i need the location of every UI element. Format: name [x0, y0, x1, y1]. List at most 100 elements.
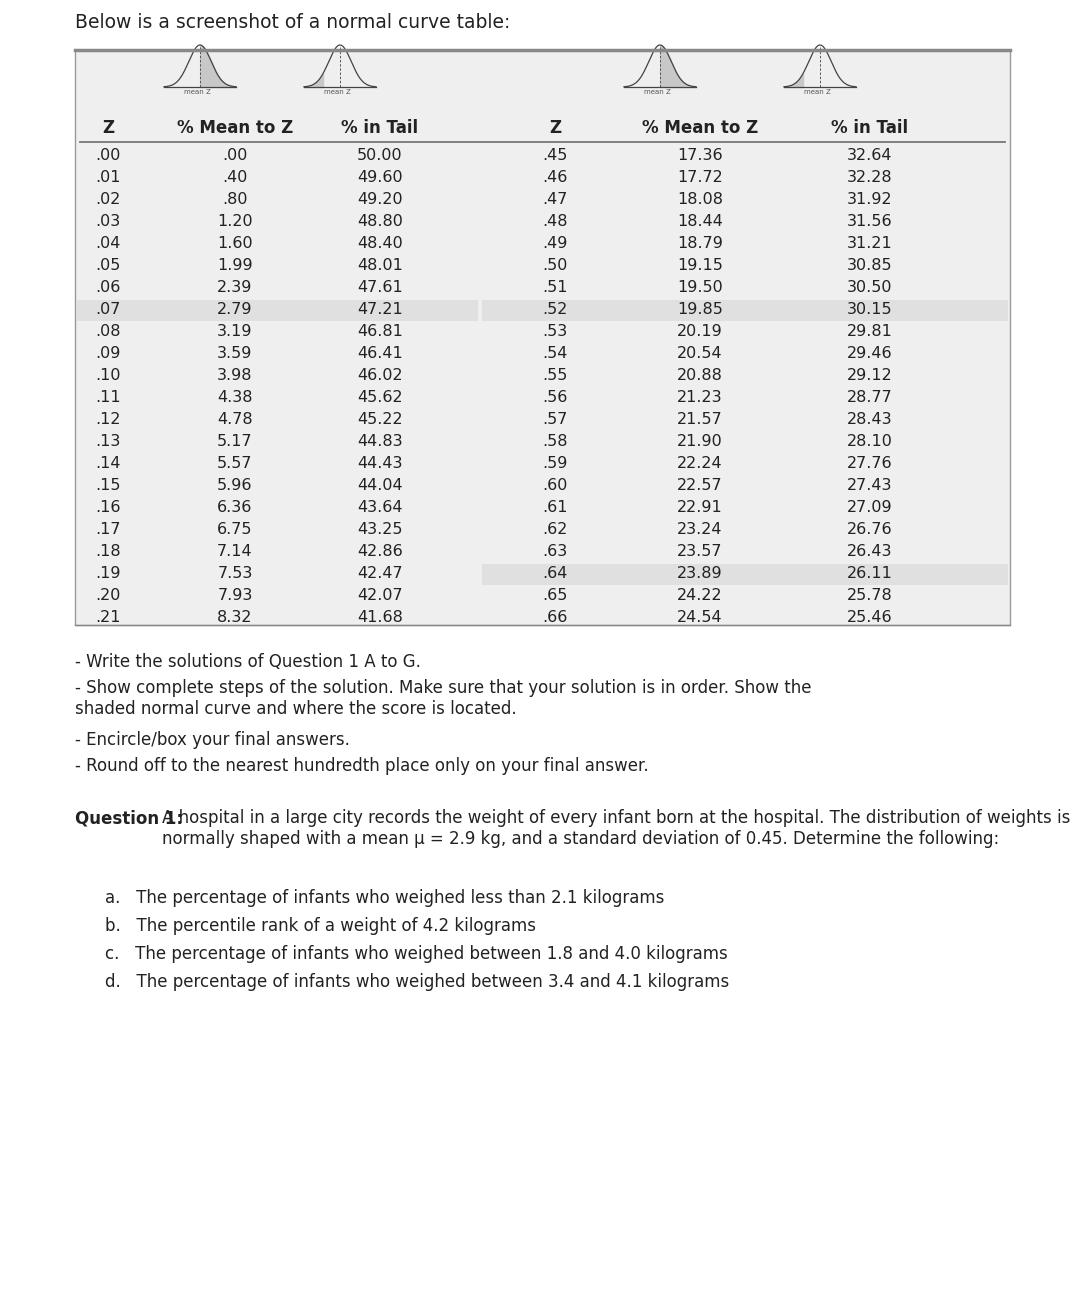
Text: .56: .56 [542, 389, 568, 405]
Text: 19.50: 19.50 [677, 280, 723, 295]
Text: 29.12: 29.12 [847, 368, 893, 383]
Text: .08: .08 [95, 323, 121, 339]
Text: 6.36: 6.36 [217, 500, 253, 514]
Text: .65: .65 [542, 588, 568, 602]
Text: 20.19: 20.19 [677, 323, 723, 339]
Text: .63: .63 [542, 543, 568, 559]
FancyBboxPatch shape [75, 50, 1010, 625]
Text: 26.76: 26.76 [847, 522, 893, 537]
Text: 42.47: 42.47 [357, 565, 403, 581]
Text: .45: .45 [542, 147, 568, 163]
Text: .54: .54 [542, 346, 568, 360]
Text: % in Tail: % in Tail [341, 118, 419, 137]
Text: 18.44: 18.44 [677, 214, 723, 229]
Text: .66: .66 [542, 610, 568, 625]
Text: 5.57: 5.57 [217, 456, 253, 471]
Text: .52: .52 [542, 301, 568, 317]
FancyBboxPatch shape [482, 300, 1008, 321]
Text: 21.23: 21.23 [677, 389, 723, 405]
Text: .20: .20 [95, 588, 121, 602]
Text: mean Z: mean Z [184, 89, 211, 95]
Text: 2.79: 2.79 [217, 301, 253, 317]
Text: 20.54: 20.54 [677, 346, 723, 360]
Text: .64: .64 [542, 565, 568, 581]
Text: 24.54: 24.54 [677, 610, 723, 625]
Text: .19: .19 [95, 565, 121, 581]
Text: % in Tail: % in Tail [832, 118, 908, 137]
Text: .13: .13 [95, 434, 121, 448]
Text: 44.83: 44.83 [357, 434, 403, 448]
Text: 26.43: 26.43 [847, 543, 893, 559]
Text: 30.50: 30.50 [847, 280, 893, 295]
Text: d.   The percentage of infants who weighed between 3.4 and 4.1 kilograms: d. The percentage of infants who weighed… [105, 973, 729, 992]
Text: a.   The percentage of infants who weighed less than 2.1 kilograms: a. The percentage of infants who weighed… [105, 889, 664, 907]
Text: 23.89: 23.89 [677, 565, 723, 581]
Text: 17.36: 17.36 [677, 147, 723, 163]
Text: 29.81: 29.81 [847, 323, 893, 339]
Text: 6.75: 6.75 [217, 522, 253, 537]
Text: % Mean to Z: % Mean to Z [177, 118, 293, 137]
Text: 46.81: 46.81 [357, 323, 403, 339]
Text: 30.85: 30.85 [847, 258, 893, 272]
Text: % Mean to Z: % Mean to Z [642, 118, 758, 137]
Text: .48: .48 [542, 214, 568, 229]
Text: 42.07: 42.07 [357, 588, 403, 602]
Text: 17.72: 17.72 [677, 170, 723, 184]
Text: 25.78: 25.78 [847, 588, 893, 602]
Text: 28.10: 28.10 [847, 434, 893, 448]
Text: 49.60: 49.60 [357, 170, 403, 184]
Text: 3.59: 3.59 [217, 346, 253, 360]
Text: 24.22: 24.22 [677, 588, 723, 602]
Text: 44.04: 44.04 [357, 477, 403, 493]
Text: .57: .57 [542, 412, 568, 426]
Text: .00: .00 [222, 147, 247, 163]
Text: 23.57: 23.57 [677, 543, 723, 559]
Text: 44.43: 44.43 [357, 456, 403, 471]
Text: 8.32: 8.32 [217, 610, 253, 625]
Text: .03: .03 [95, 214, 121, 229]
Text: 20.88: 20.88 [677, 368, 723, 383]
Text: 3.19: 3.19 [217, 323, 253, 339]
Text: .53: .53 [542, 323, 568, 339]
Text: .51: .51 [542, 280, 568, 295]
Text: 42.86: 42.86 [357, 543, 403, 559]
Text: 22.91: 22.91 [677, 500, 723, 514]
Text: 31.92: 31.92 [847, 192, 893, 206]
Text: mean Z: mean Z [644, 89, 671, 95]
Text: .00: .00 [95, 147, 121, 163]
Text: 28.43: 28.43 [847, 412, 893, 426]
Text: .12: .12 [95, 412, 121, 426]
Text: 19.15: 19.15 [677, 258, 723, 272]
Text: 7.93: 7.93 [217, 588, 253, 602]
Text: 47.21: 47.21 [357, 301, 403, 317]
Text: .16: .16 [95, 500, 121, 514]
Text: 21.90: 21.90 [677, 434, 723, 448]
Text: 18.08: 18.08 [677, 192, 723, 206]
Text: .62: .62 [542, 522, 568, 537]
Text: 2.39: 2.39 [217, 280, 253, 295]
Text: .10: .10 [95, 368, 121, 383]
Text: b.   The percentile rank of a weight of 4.2 kilograms: b. The percentile rank of a weight of 4.… [105, 917, 536, 935]
Text: .18: .18 [95, 543, 121, 559]
Text: 23.24: 23.24 [677, 522, 723, 537]
Text: 1.20: 1.20 [217, 214, 253, 229]
Text: Z: Z [102, 118, 114, 137]
Text: 27.76: 27.76 [847, 456, 893, 471]
Text: 45.22: 45.22 [357, 412, 403, 426]
Text: 32.28: 32.28 [847, 170, 893, 184]
Text: .11: .11 [95, 389, 121, 405]
Text: - Encircle/box your final answers.: - Encircle/box your final answers. [75, 731, 350, 750]
Text: .60: .60 [542, 477, 568, 493]
Text: .09: .09 [95, 346, 121, 360]
Text: 46.41: 46.41 [357, 346, 403, 360]
Text: 29.46: 29.46 [847, 346, 893, 360]
Text: - Show complete steps of the solution. Make sure that your solution is in order.: - Show complete steps of the solution. M… [75, 679, 811, 718]
Text: .14: .14 [95, 456, 121, 471]
Text: 43.25: 43.25 [357, 522, 403, 537]
FancyBboxPatch shape [77, 300, 478, 321]
Text: 22.57: 22.57 [677, 477, 723, 493]
Text: .04: .04 [95, 235, 121, 251]
Text: 31.21: 31.21 [847, 235, 893, 251]
Text: A hospital in a large city records the weight of every infant born at the hospit: A hospital in a large city records the w… [162, 809, 1070, 848]
Text: 21.57: 21.57 [677, 412, 723, 426]
